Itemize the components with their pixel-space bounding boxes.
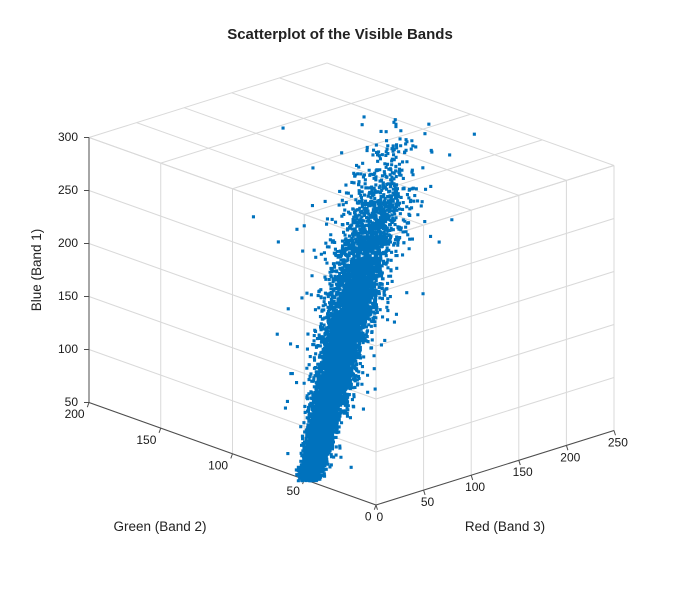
svg-text:250: 250 xyxy=(608,435,628,449)
svg-text:100: 100 xyxy=(58,342,78,356)
svg-text:200: 200 xyxy=(65,407,85,421)
svg-text:200: 200 xyxy=(560,450,580,464)
svg-text:200: 200 xyxy=(58,236,78,250)
svg-text:150: 150 xyxy=(58,289,78,303)
svg-text:50: 50 xyxy=(421,495,435,509)
svg-text:0: 0 xyxy=(365,510,372,524)
svg-text:150: 150 xyxy=(136,433,156,447)
svg-text:150: 150 xyxy=(513,465,533,479)
svg-text:100: 100 xyxy=(208,459,228,473)
svg-text:250: 250 xyxy=(58,183,78,197)
svg-text:100: 100 xyxy=(465,480,485,494)
svg-text:0: 0 xyxy=(377,510,384,524)
svg-text:50: 50 xyxy=(287,484,301,498)
svg-text:300: 300 xyxy=(58,130,78,144)
